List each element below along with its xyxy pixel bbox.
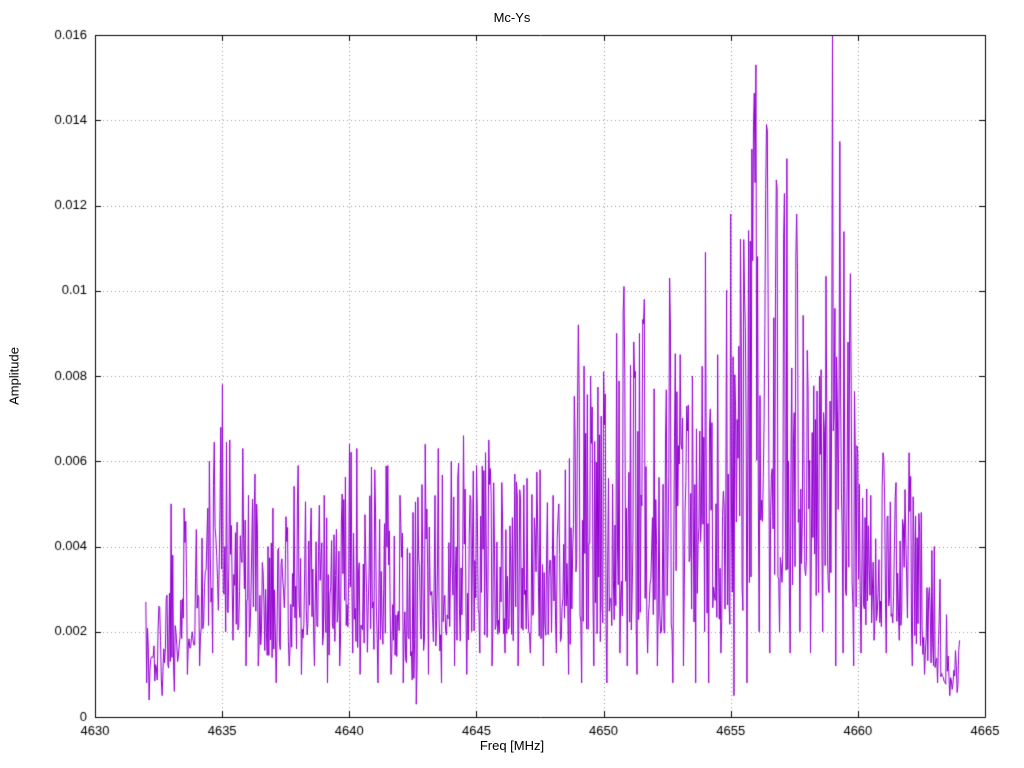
y-axis-label: Amplitude xyxy=(6,347,22,405)
x-axis-label: Freq [MHz] xyxy=(479,738,545,753)
chart-title: Mc-Ys xyxy=(493,10,531,25)
